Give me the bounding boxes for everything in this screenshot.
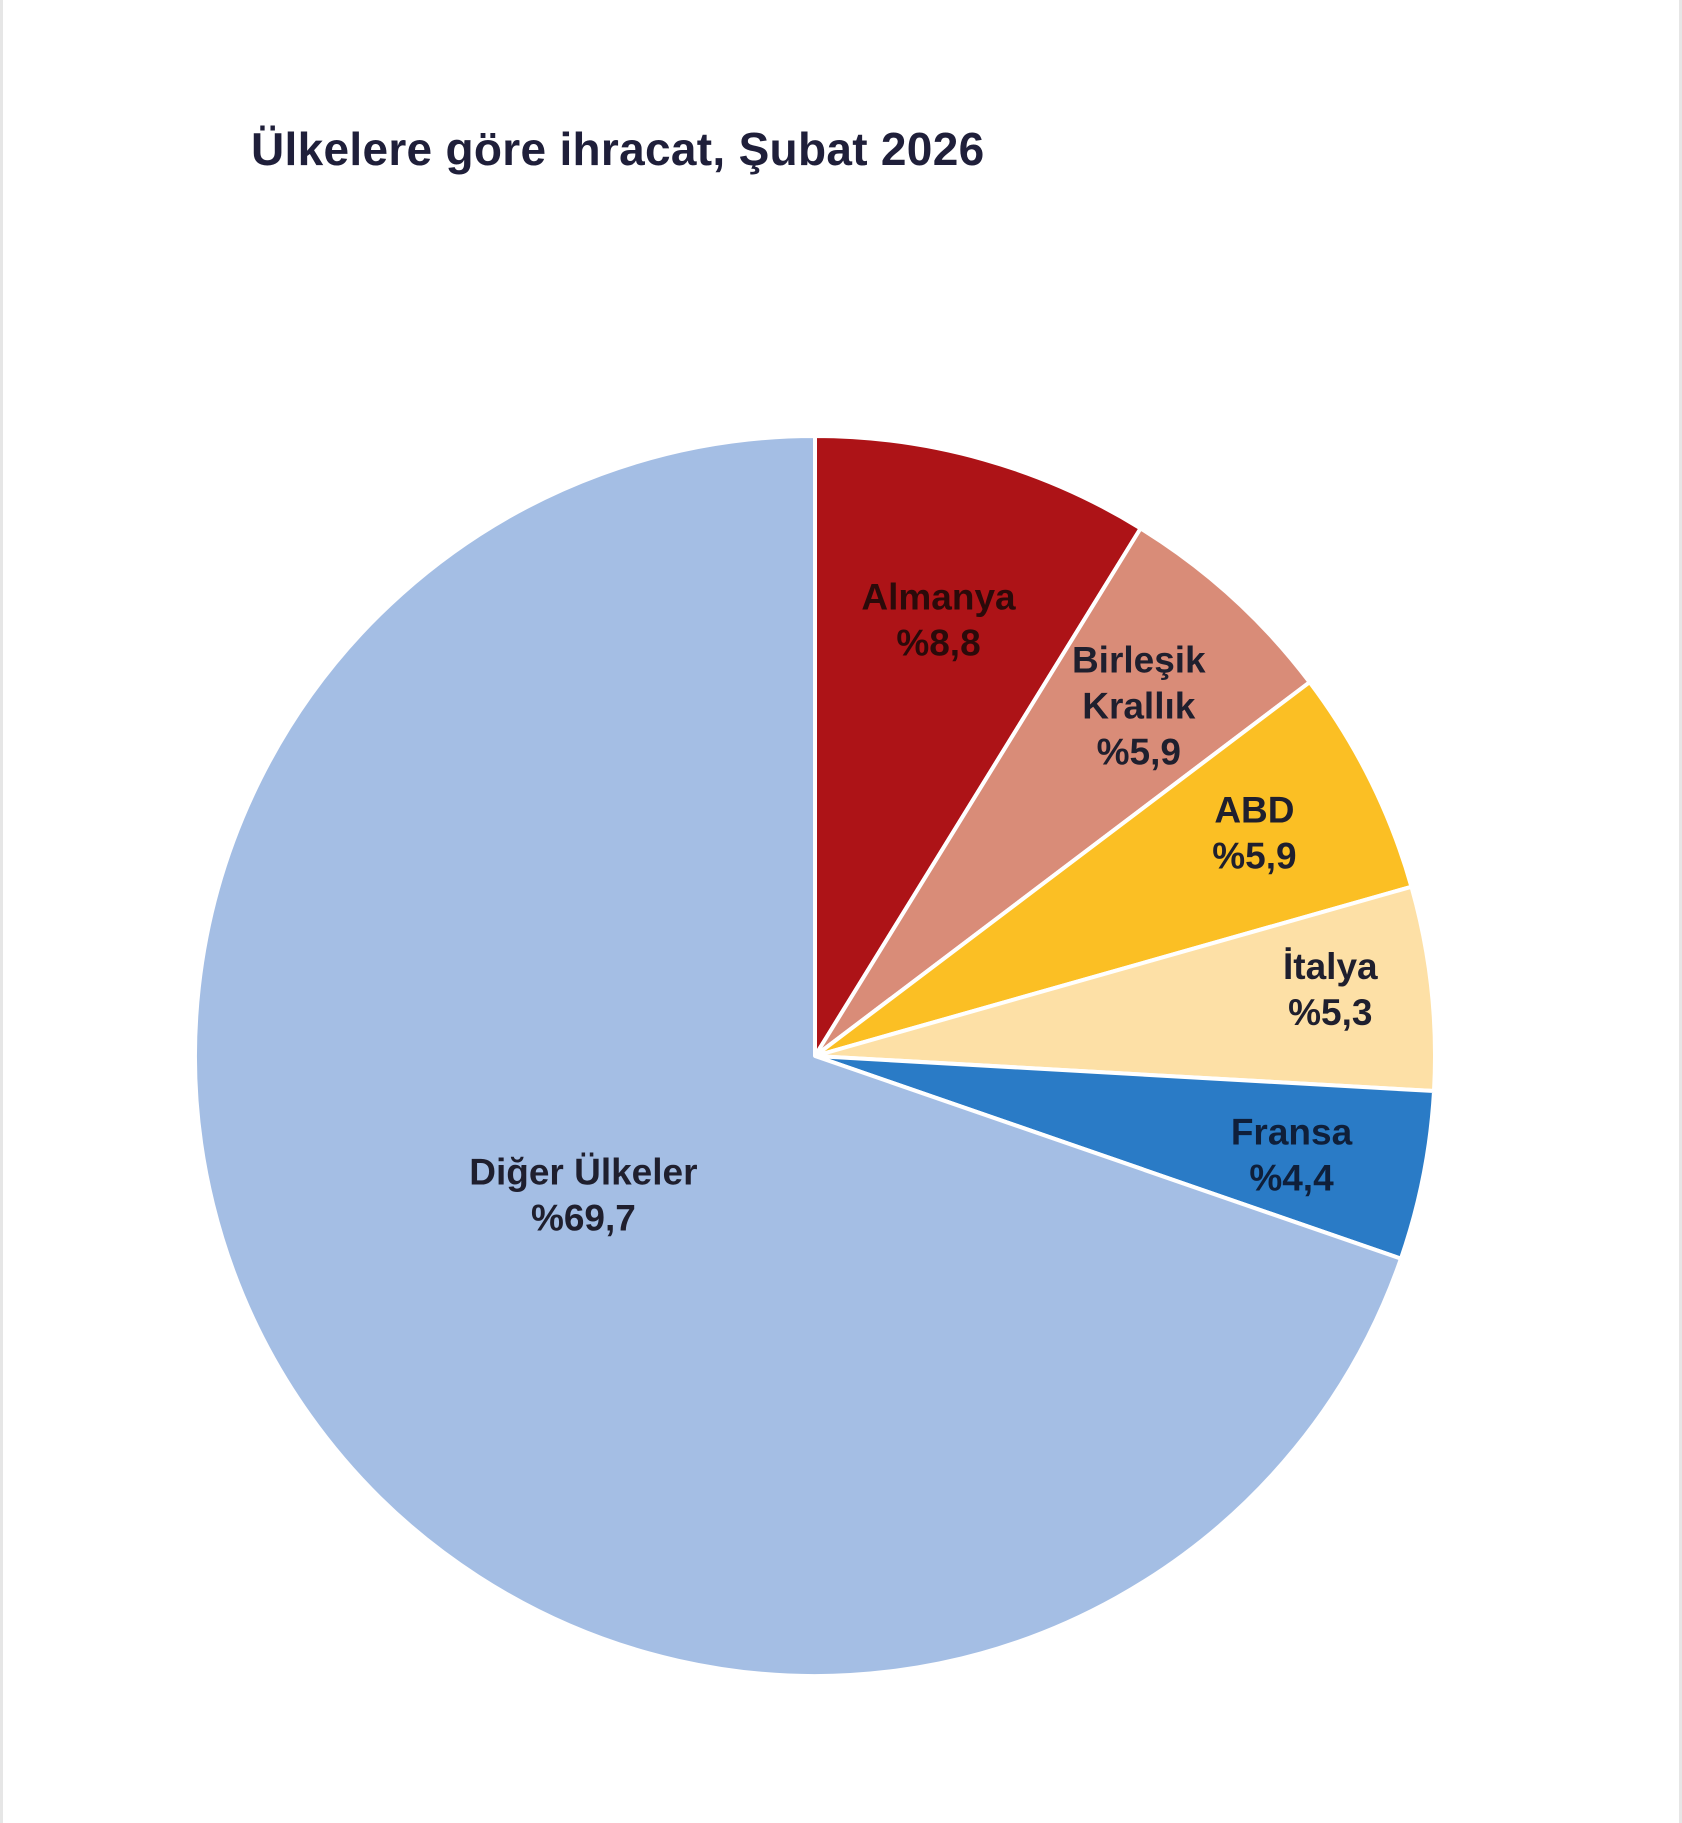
- pie-chart: Almanya %8,8 Birleşik Krallık %5,9 ABD %5,9 İta…: [193, 434, 1437, 1678]
- pie-label-name: Krallık: [1082, 686, 1196, 727]
- pie-label-almanya: Almanya %8,8: [861, 577, 1016, 664]
- pie-labels: Almanya %8,8 Birleşik Krallık %5,9 ABD %5,9 İta…: [469, 577, 1378, 1239]
- chart-title: Ülkelere göre ihracat, Şubat 2026: [251, 123, 985, 175]
- pie-label-name: Diğer Ülkeler: [469, 1152, 697, 1193]
- pie-label-fransa: Fransa %4,4: [1231, 1112, 1353, 1199]
- pie-label-value: %4,4: [1249, 1158, 1334, 1199]
- pie-label-italya: İtalya %5,3: [1283, 946, 1378, 1033]
- pie-slice-diger-ulkeler: [193, 434, 1403, 1678]
- pie-label-diger-ulkeler: Diğer Ülkeler %69,7: [469, 1152, 697, 1239]
- pie-label-value: %8,8: [896, 623, 980, 664]
- pie-label-value: %5,3: [1288, 992, 1372, 1033]
- pie-slice-fransa: [813, 1054, 1437, 1261]
- pie-label-value: %5,9: [1097, 732, 1181, 773]
- pie-slice-abd: [813, 680, 1414, 1058]
- pie-label-name: Fransa: [1231, 1112, 1353, 1153]
- pie-slice-birlesik-krallik: [813, 526, 1312, 1058]
- pie-slice-italya: [813, 884, 1437, 1094]
- pie-label-name: Birleşik: [1072, 640, 1206, 681]
- pie-label-name: Almanya: [861, 577, 1016, 618]
- pie-slices: [193, 434, 1437, 1678]
- pie-label-name: İtalya: [1283, 946, 1378, 987]
- pie-label-birlesik-krallik: Birleşik Krallık %5,9: [1072, 640, 1206, 773]
- pie-label-value: %5,9: [1212, 835, 1296, 876]
- pie-label-abd: ABD %5,9: [1212, 789, 1296, 876]
- pie-slice-almanya: [813, 434, 1143, 1058]
- pie-label-name: ABD: [1214, 789, 1294, 830]
- pie-label-value: %69,7: [531, 1198, 636, 1239]
